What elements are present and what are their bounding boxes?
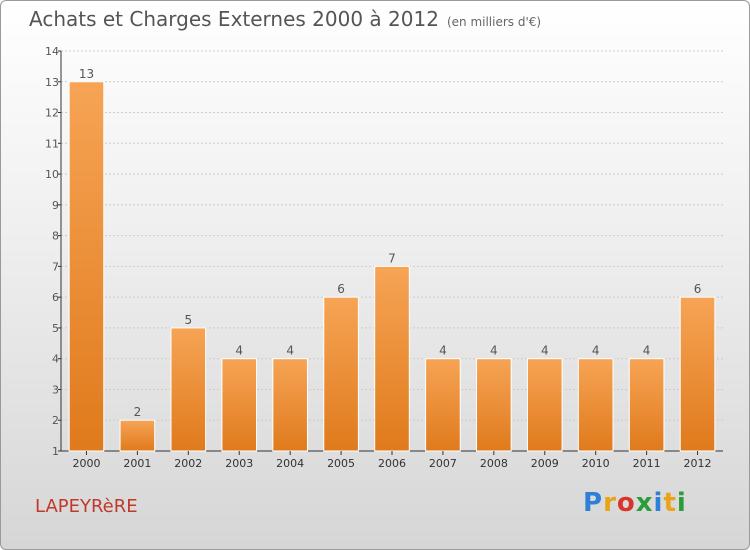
y-tick-label: 6: [52, 291, 59, 304]
data-label: 6: [337, 282, 345, 296]
bar-2003: [221, 358, 258, 452]
x-tick-label: 2000: [72, 457, 100, 470]
x-tick-label: 2008: [480, 457, 508, 470]
x-tick-label: 2002: [174, 457, 202, 470]
chart-title: Achats et Charges Externes 2000 à 2012 (e…: [29, 7, 541, 31]
logo-letter: x: [635, 488, 654, 518]
bar-2005: [323, 296, 359, 452]
y-tick-label: 11: [45, 137, 59, 150]
chart-subtitle: (en milliers d'€): [446, 15, 542, 29]
logo-letter: i: [676, 488, 687, 518]
data-label: 6: [694, 282, 702, 296]
data-label: 7: [388, 251, 396, 265]
commune-name: LAPEYRèRE: [35, 496, 138, 517]
y-tick-label: 2: [52, 414, 59, 427]
data-label: 4: [643, 344, 651, 358]
bar-2010: [577, 358, 614, 452]
logo-letter: t: [663, 488, 677, 518]
bar-2000: [68, 81, 105, 452]
x-tick-label: 2005: [327, 457, 355, 470]
data-label: 5: [184, 313, 192, 327]
y-tick-label: 1: [52, 445, 59, 458]
bar-2006: [374, 265, 410, 452]
logo-letter: o: [616, 488, 636, 518]
x-tick-label: 2011: [633, 457, 661, 470]
y-tick-label: 4: [52, 353, 59, 366]
bar-2002: [170, 327, 207, 452]
data-label: 4: [490, 344, 498, 358]
y-tick-label: 3: [52, 383, 59, 396]
title-text: Achats et Charges Externes 2000 à 2012: [29, 7, 439, 31]
y-tick-label: 9: [52, 199, 59, 212]
y-tick-label: 14: [45, 45, 59, 58]
x-tick-label: 2004: [276, 457, 304, 470]
logo-letter: r: [603, 488, 617, 518]
x-tick-label: 2001: [123, 457, 151, 470]
proxiti-logo: Proxiti: [583, 488, 687, 518]
bar-2004: [272, 358, 308, 452]
data-label: 2: [134, 405, 142, 419]
y-tick-label: 7: [52, 260, 59, 273]
data-label: 13: [79, 67, 94, 81]
x-tick-label: 2007: [429, 457, 457, 470]
bar-2012: [679, 296, 716, 452]
data-label: 4: [286, 344, 294, 358]
logo-letter: i: [653, 488, 664, 518]
bar-2011: [628, 358, 665, 452]
y-tick-label: 10: [45, 168, 59, 181]
bar-2001: [119, 419, 156, 452]
y-tick-label: 12: [45, 107, 59, 120]
bar-2008: [476, 358, 512, 452]
x-tick-label: 2012: [684, 457, 712, 470]
x-tick-label: 2009: [531, 457, 559, 470]
bar-2007: [425, 358, 461, 452]
bar-2009: [526, 358, 563, 452]
data-label: 4: [235, 344, 243, 358]
data-label: 4: [592, 344, 600, 358]
data-label: 4: [541, 344, 549, 358]
x-tick-label: 2003: [225, 457, 253, 470]
y-tick-label: 8: [52, 230, 59, 243]
y-tick-label: 5: [52, 322, 59, 335]
y-tick-label: 13: [45, 76, 59, 89]
x-tick-label: 2010: [582, 457, 610, 470]
x-tick-label: 2006: [378, 457, 406, 470]
logo-letter: P: [583, 488, 604, 518]
data-label: 4: [439, 344, 447, 358]
